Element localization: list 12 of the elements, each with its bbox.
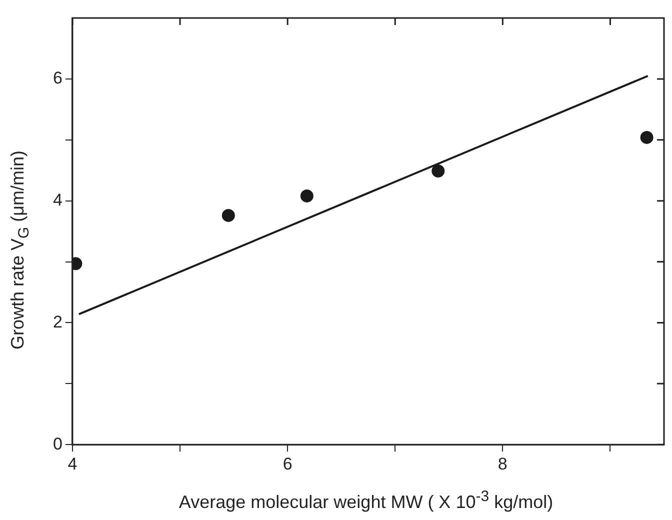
point (640, 130, 654, 144)
y-tick-label: 6 (52, 68, 62, 88)
y-tick-label: 2 (52, 312, 62, 332)
x-axis-title: Average molecular weight MW ( X 10$^{-3}$ kg/mol) (178, 488, 554, 513)
x-tick-label: 6 (282, 454, 292, 474)
point (432, 164, 445, 178)
y-tick-label: 0 (52, 434, 62, 454)
y-tick-label: 4 (52, 190, 62, 210)
point (300, 189, 314, 202)
x-tick-label: 4 (68, 454, 78, 474)
point (222, 208, 235, 222)
x-tick-label: 8 (498, 454, 508, 474)
